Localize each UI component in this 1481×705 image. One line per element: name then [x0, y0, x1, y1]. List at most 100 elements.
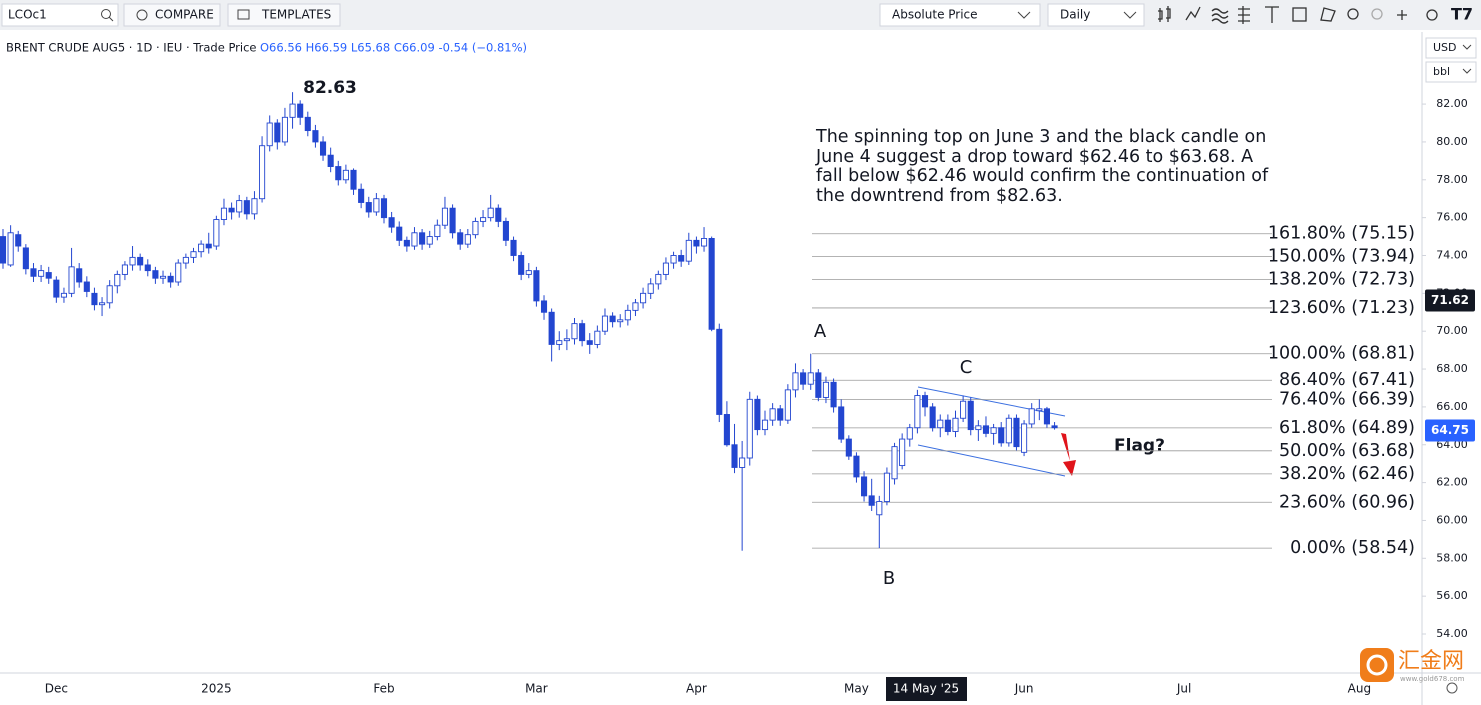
- y-tick-label: 74.00: [1436, 248, 1468, 261]
- search-icon[interactable]: [108, 16, 114, 22]
- candle-body: [975, 425, 982, 431]
- candle-body: [60, 292, 68, 298]
- y-tick-label: 66.00: [1436, 400, 1468, 413]
- candle-body: [548, 311, 555, 345]
- lines-icon[interactable]: [1238, 6, 1250, 24]
- x-tick-label: Dec: [45, 682, 68, 696]
- candle-body: [403, 239, 410, 247]
- unit-select[interactable]: [1425, 61, 1477, 83]
- candle-body: [45, 272, 52, 279]
- interval[interactable]: Daily: [1060, 8, 1090, 22]
- candle-body: [319, 141, 327, 156]
- interval-select[interactable]: [1047, 3, 1145, 27]
- scale-mode[interactable]: Absolute Price: [892, 8, 978, 22]
- fib-label: 61.80% (64.89): [1279, 418, 1415, 438]
- search-icon[interactable]: [101, 9, 111, 19]
- zoom-out-icon[interactable]: [1371, 8, 1383, 20]
- fib-label: 76.40% (66.39): [1279, 390, 1415, 410]
- compare-icon: [136, 9, 148, 21]
- tool-icons[interactable]: [1158, 6, 1438, 24]
- candle-body: [678, 255, 685, 262]
- pattern-icon[interactable]: [1320, 7, 1336, 22]
- candle-body: [1051, 425, 1058, 429]
- candle-body: [99, 302, 106, 306]
- candle-body: [358, 188, 365, 203]
- price-marker: [1425, 419, 1475, 442]
- compare-button[interactable]: [123, 3, 221, 27]
- x-tick-label: Jun: [1014, 682, 1034, 696]
- candle-body: [449, 207, 456, 234]
- candle-body: [815, 372, 822, 398]
- text-icon[interactable]: [1265, 6, 1279, 23]
- candle-icon[interactable]: [1158, 6, 1171, 22]
- candle-body: [457, 232, 464, 245]
- currency[interactable]: USD: [1433, 41, 1457, 54]
- candle-body: [830, 381, 837, 408]
- candle-body: [967, 400, 974, 431]
- candle-body: [1021, 423, 1028, 453]
- candle-body: [167, 275, 174, 283]
- candle-body: [693, 239, 700, 247]
- fib-label: 161.80% (75.15): [1268, 224, 1415, 244]
- zoom-in-icon[interactable]: [1347, 8, 1359, 20]
- scale-mode-select[interactable]: [879, 3, 1041, 27]
- candle-body: [1028, 408, 1035, 425]
- candle-body: [220, 207, 228, 220]
- ohlc: O66.56 H66.59 L65.68 C66.09 -0.54 (−0.81…: [260, 41, 527, 55]
- axis-settings[interactable]: [1446, 682, 1458, 694]
- fib-label: 23.60% (60.96): [1279, 492, 1415, 512]
- candle-body: [822, 381, 830, 398]
- templates[interactable]: TEMPLATES: [261, 8, 331, 22]
- shape-icon[interactable]: [1292, 7, 1307, 22]
- candle-body: [937, 419, 944, 429]
- candle-body: [929, 406, 936, 429]
- candle-body: [0, 236, 7, 264]
- note: The spinning top on June 3 and the black…: [815, 127, 1269, 206]
- candle-body: [251, 198, 258, 215]
- candle-body: [106, 285, 113, 304]
- currency-select[interactable]: [1425, 37, 1477, 59]
- candle-body: [944, 419, 951, 432]
- candle-body: [617, 319, 624, 323]
- candle-body: [800, 372, 807, 385]
- candle-body: [921, 395, 929, 408]
- candle-body: [495, 207, 502, 222]
- crosshair-label: 14 May '25: [893, 682, 959, 696]
- candle-body: [518, 255, 525, 275]
- y-tick-label: 62.00: [1436, 476, 1468, 489]
- indicator-icon[interactable]: [1185, 6, 1201, 21]
- candle-body: [15, 234, 22, 247]
- watermark-site: www.gold678.com: [1400, 675, 1465, 683]
- candle-body: [175, 262, 182, 283]
- price-marker-label: 64.75: [1431, 423, 1469, 437]
- candle-body: [700, 238, 708, 247]
- candle-body: [411, 232, 418, 247]
- fib-label: 38.20% (62.46): [1279, 464, 1415, 484]
- candle-body: [22, 247, 29, 270]
- candle-body: [281, 116, 288, 143]
- candle-body: [609, 315, 616, 323]
- dropdown-arrow: [1462, 68, 1472, 74]
- dropdown-arrow: [1462, 44, 1472, 50]
- candle-body: [373, 198, 380, 213]
- candle-body: [38, 270, 45, 277]
- candle-body: [1036, 408, 1043, 412]
- price-marker-label: 71.62: [1431, 293, 1469, 307]
- add-icon[interactable]: [1397, 10, 1407, 20]
- symbol[interactable]: LCOc1: [8, 8, 47, 22]
- candle-body: [419, 232, 426, 245]
- unit[interactable]: bbl: [1433, 65, 1450, 78]
- candle-body: [868, 495, 875, 506]
- x-tick-label: Feb: [373, 682, 394, 696]
- wave-icon[interactable]: [1211, 8, 1229, 24]
- candle-body: [335, 166, 342, 181]
- settings-icon[interactable]: [1426, 9, 1438, 21]
- candle-body: [601, 315, 609, 332]
- x-tick-label: May: [844, 682, 869, 696]
- compare[interactable]: COMPARE: [155, 8, 214, 22]
- y-tick-label: 54.00: [1436, 627, 1468, 640]
- candle-body: [662, 262, 669, 275]
- symbol-box[interactable]: [1, 3, 119, 27]
- candle-body: [647, 283, 654, 294]
- templates-button[interactable]: [227, 3, 341, 27]
